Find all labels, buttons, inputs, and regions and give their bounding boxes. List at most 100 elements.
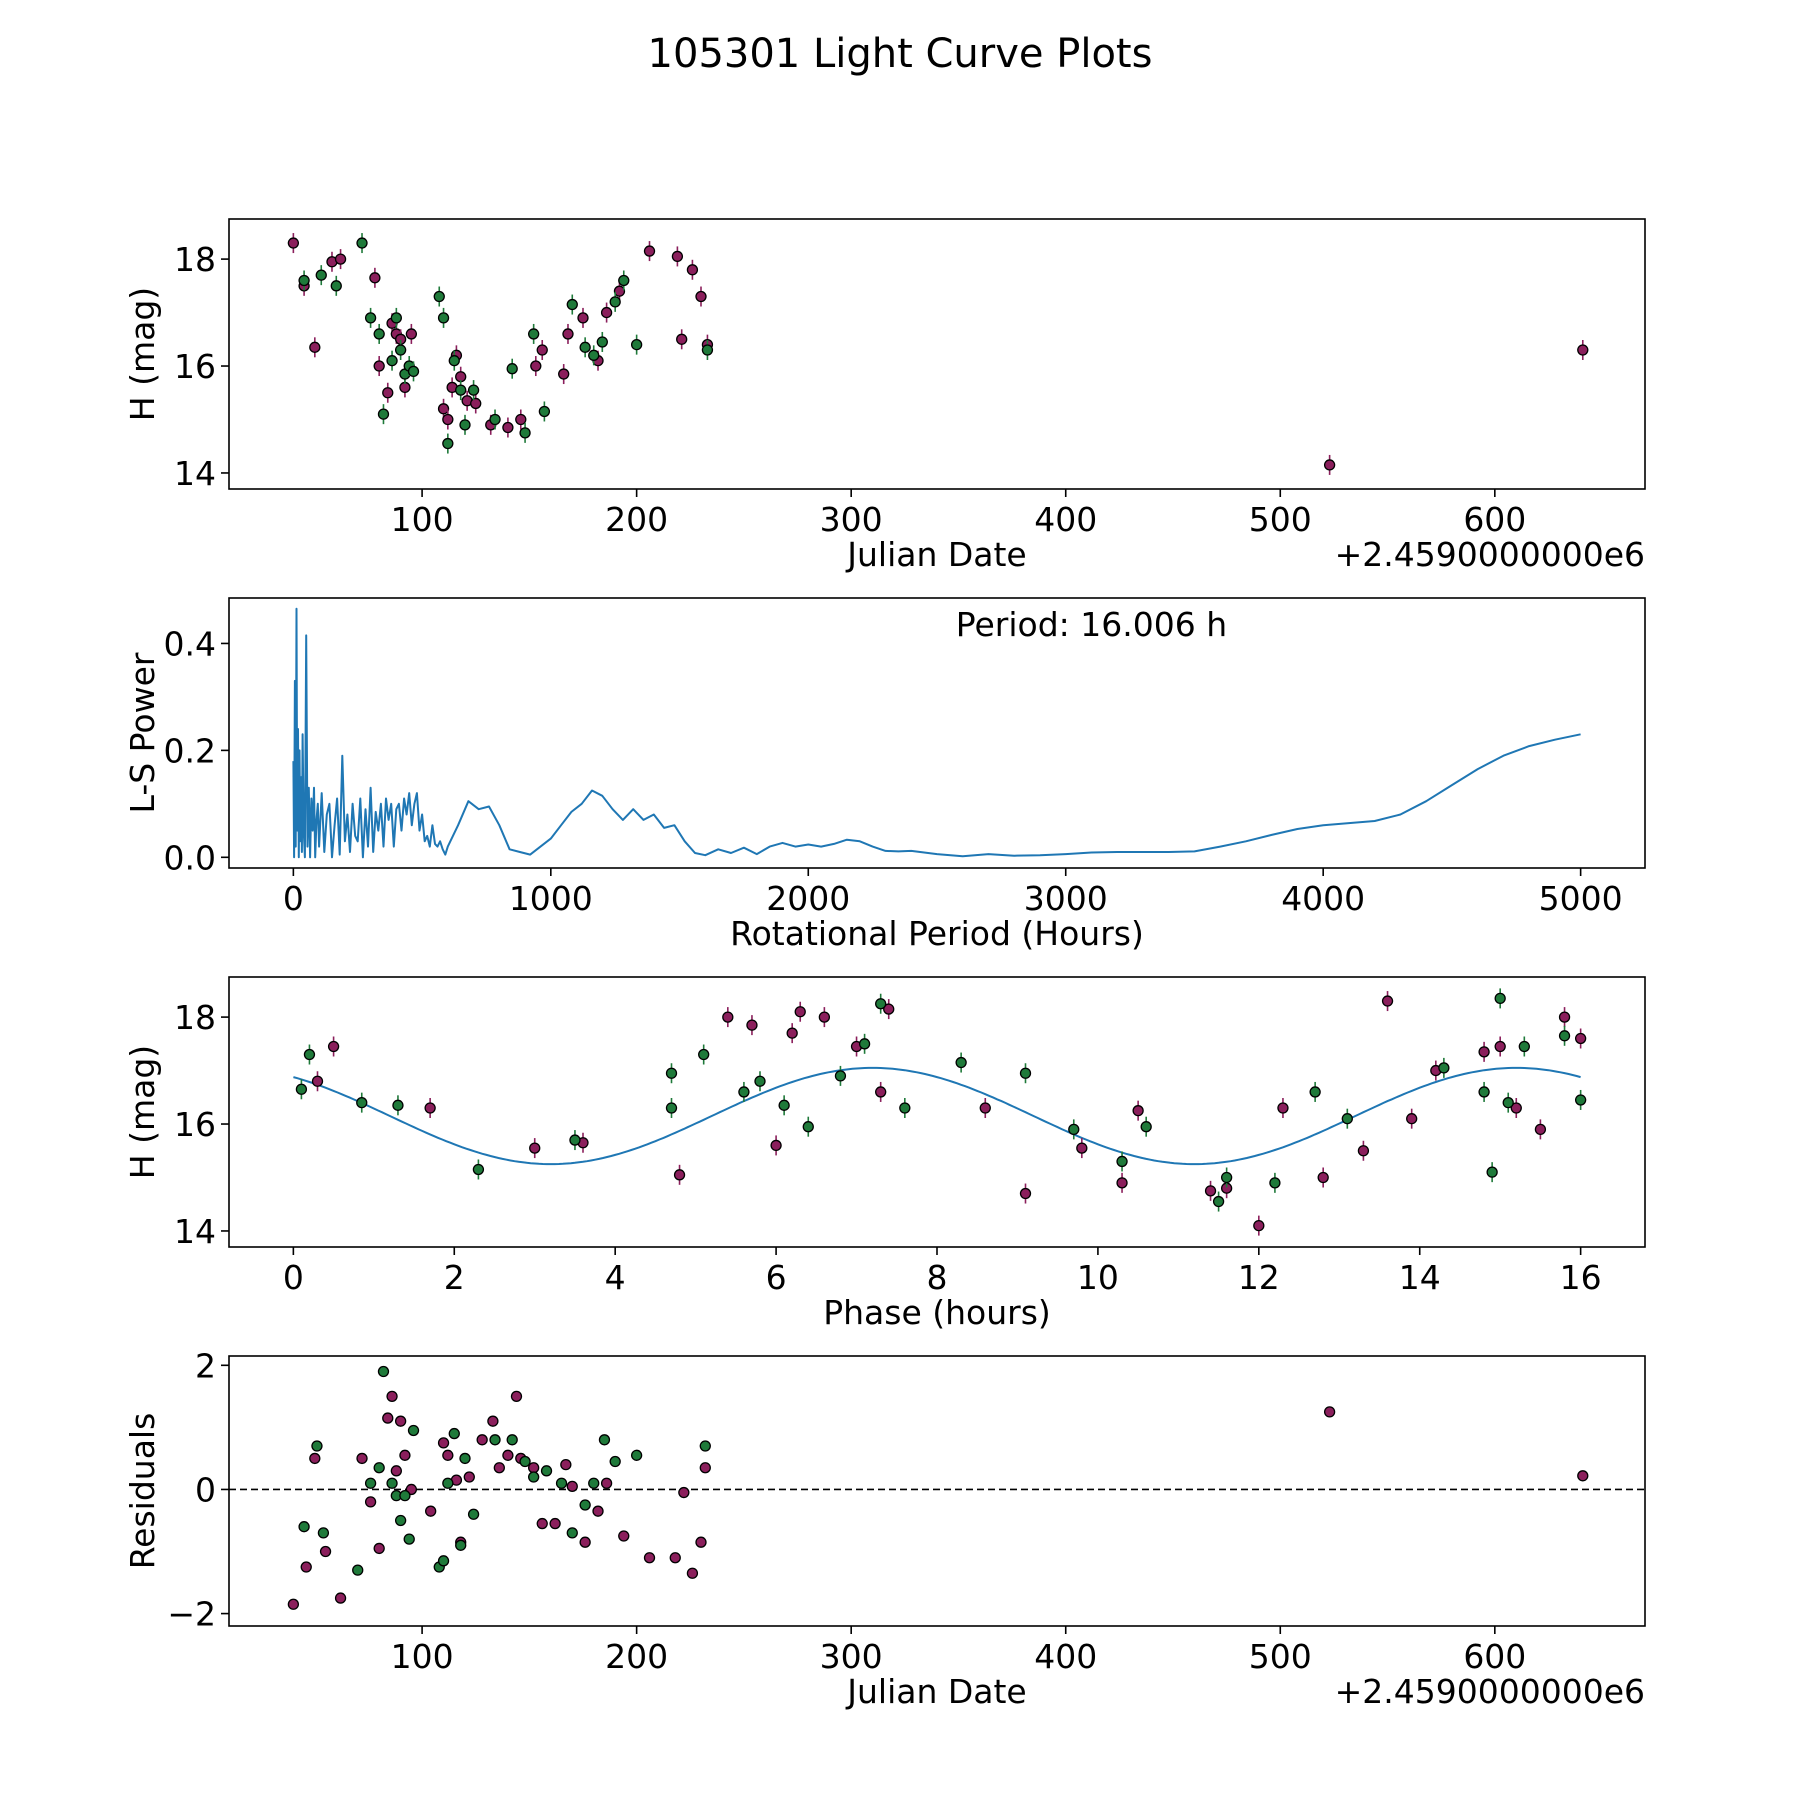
data-point	[699, 1462, 711, 1474]
data-point	[1486, 1166, 1498, 1178]
data-point	[665, 1102, 678, 1114]
data-point	[673, 1169, 686, 1181]
data-point	[317, 1527, 330, 1539]
data-point	[467, 1508, 480, 1520]
y-tick-label: 0.2	[164, 731, 216, 770]
data-point	[319, 1545, 332, 1558]
x-tick-label: 14	[1399, 1258, 1441, 1297]
residuals-ticks: 100 200 300 400 500 600 −2 0 2	[167, 1346, 1526, 1676]
y-tick-label: 14	[174, 454, 216, 493]
data-point	[519, 427, 531, 439]
data-point	[1204, 1185, 1217, 1197]
data-point	[566, 1480, 578, 1492]
data-point	[1478, 1086, 1490, 1098]
data-point	[665, 1067, 678, 1079]
data-point	[618, 1530, 630, 1542]
data-point	[407, 1424, 420, 1437]
x-tick-label: 2	[444, 1258, 465, 1297]
data-point	[1140, 1121, 1152, 1133]
data-point	[875, 998, 887, 1010]
y-tick-label: 0.4	[164, 624, 216, 663]
period-annotation: Period: 16.006 h	[956, 605, 1227, 644]
data-point	[676, 333, 688, 345]
data-point	[536, 344, 548, 356]
data-point	[394, 344, 407, 356]
data-point	[493, 1462, 505, 1474]
data-point	[1323, 459, 1336, 471]
data-point	[1502, 1096, 1514, 1109]
data-point	[399, 1490, 411, 1502]
data-point	[515, 413, 527, 426]
lightcurve-x-axis-label: Julian Date	[845, 535, 1027, 574]
data-point	[369, 272, 381, 284]
series-filter_b	[298, 233, 714, 454]
data-point	[352, 1564, 364, 1576]
data-point	[754, 1075, 766, 1087]
data-point	[786, 1027, 798, 1039]
x-tick-label: 300	[820, 1637, 883, 1676]
lightcurve-plot-area	[287, 233, 1589, 475]
data-point	[630, 338, 643, 351]
data-point	[549, 1517, 561, 1530]
data-point	[558, 368, 570, 380]
phased-plot-area	[293, 988, 1587, 1236]
phased-ticks: 0 2 4 6 8 10 12 14 16 14 16 18	[174, 998, 1602, 1297]
data-point	[686, 264, 699, 276]
data-point	[579, 1499, 591, 1511]
data-point	[528, 1462, 540, 1474]
data-point	[529, 1142, 541, 1154]
y-tick-label: 16	[174, 1105, 216, 1144]
periodogram-ticks: 0 1000 2000 3000 4000 5000 0.0 0.2 0.4	[164, 624, 1623, 918]
data-point	[609, 296, 621, 308]
data-point	[309, 1452, 321, 1465]
data-point	[579, 1536, 591, 1548]
data-point	[502, 421, 514, 434]
x-tick-label: 0	[283, 879, 304, 918]
data-point	[327, 1040, 340, 1053]
data-point	[1518, 1040, 1530, 1053]
data-point	[1510, 1102, 1522, 1114]
data-point	[1269, 1177, 1281, 1189]
data-point	[373, 1542, 385, 1555]
phased-x-axis-label: Phase (hours)	[823, 1293, 1051, 1332]
data-point	[562, 328, 574, 340]
data-point	[569, 1134, 581, 1146]
x-tick-label: 6	[766, 1258, 787, 1297]
data-point	[1574, 1032, 1587, 1045]
data-point	[1478, 1046, 1490, 1058]
data-point	[442, 413, 454, 426]
data-point	[364, 1477, 377, 1489]
series-filter_a	[311, 991, 1587, 1236]
data-point	[528, 1471, 540, 1483]
data-point	[538, 405, 551, 418]
data-point	[600, 1477, 613, 1489]
x-tick-label: 400	[1034, 1637, 1097, 1676]
x-tick-label: 400	[1034, 500, 1097, 539]
data-point	[955, 1056, 967, 1069]
data-point	[437, 1555, 450, 1567]
phased-panel: 0 2 4 6 8 10 12 14 16 14 16 18 Phase (hours) H (mag…	[123, 976, 1646, 1332]
data-point	[1574, 1094, 1587, 1106]
data-point	[472, 1163, 485, 1176]
x-tick-label: 4	[605, 1258, 626, 1297]
data-point	[287, 237, 300, 249]
data-point	[405, 328, 418, 340]
x-tick-label: 500	[1249, 1637, 1312, 1676]
data-point	[875, 1086, 887, 1098]
data-point	[1309, 1086, 1321, 1098]
y-tick-label: 0	[195, 1470, 216, 1509]
x-tick-label: 600	[1463, 500, 1526, 539]
data-point	[309, 341, 321, 353]
data-point	[373, 328, 385, 340]
residuals-panel: 100 200 300 400 500 600 −2 0 2 Julian Date Resid…	[123, 1346, 1646, 1711]
data-point	[287, 1598, 300, 1610]
data-point	[698, 1048, 710, 1061]
data-point	[407, 365, 420, 378]
lightcurve-panel: 100 200 300 400 500 600 14 16 18 Julian Date H (…	[123, 218, 1646, 574]
residuals-y-axis-label: Residuals	[123, 1413, 162, 1570]
data-point	[394, 1514, 407, 1527]
data-point	[1076, 1142, 1088, 1154]
residuals-axes-frame	[228, 1355, 1646, 1627]
periodogram-x-axis-label: Rotational Period (Hours)	[730, 914, 1144, 953]
